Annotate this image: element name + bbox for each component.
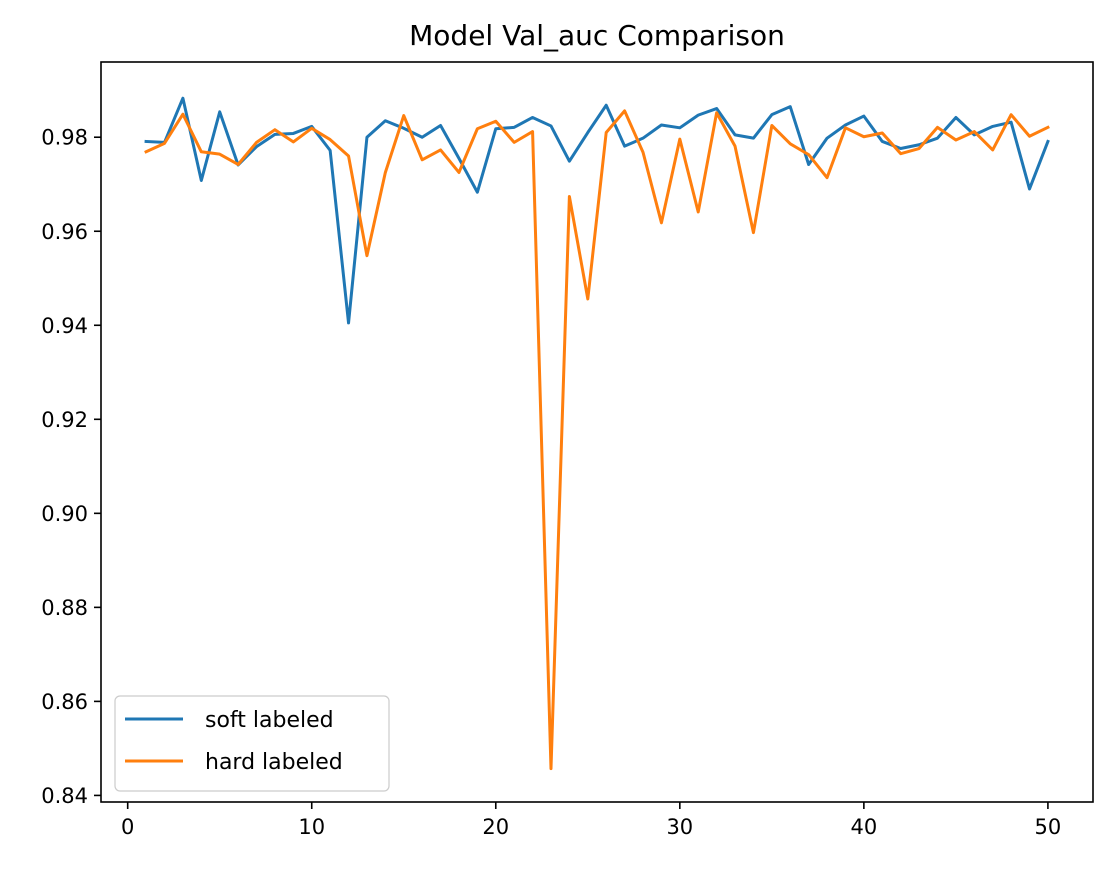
x-tick-label: 10 (298, 815, 325, 839)
y-tick-label: 0.90 (41, 502, 88, 526)
chart-title: Model Val_auc Comparison (409, 19, 785, 52)
y-tick-label: 0.86 (41, 690, 88, 714)
x-tick-label: 40 (850, 815, 877, 839)
plot-frame (100, 61, 1094, 803)
y-tick-label: 0.98 (41, 126, 88, 150)
y-tick-label: 0.96 (41, 220, 88, 244)
x-axis: 0 10 20 30 40 50 (121, 802, 1061, 839)
series-line-hard-labeled (144, 109, 1050, 771)
legend: soft labeled hard labeled (114, 695, 390, 792)
y-tick-label: 0.92 (41, 408, 88, 432)
x-tick-label: 30 (666, 815, 693, 839)
x-tick-label: 0 (121, 815, 134, 839)
x-tick-label: 50 (1035, 815, 1062, 839)
series-layer (144, 96, 1050, 771)
y-tick-label: 0.84 (41, 784, 88, 808)
x-tick-label: 20 (482, 815, 509, 839)
y-tick-label: 0.88 (41, 596, 88, 620)
series-line-soft-labeled (144, 96, 1050, 325)
y-tick-label: 0.94 (41, 314, 88, 338)
legend-label: soft labeled (205, 708, 334, 733)
y-axis: 0.84 0.86 0.88 0.90 0.92 0.94 0.96 0.98 (41, 126, 101, 808)
legend-label: hard labeled (205, 750, 343, 775)
legend-box (114, 695, 390, 792)
